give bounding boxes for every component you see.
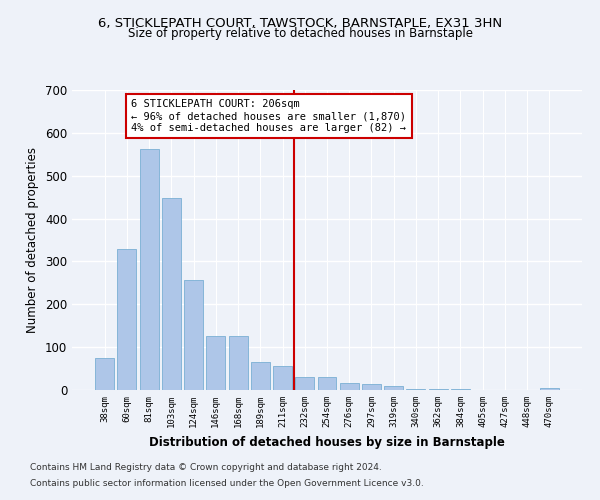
Bar bbox=[229, 336, 248, 390]
Bar bbox=[340, 383, 359, 390]
Bar bbox=[317, 377, 337, 390]
Text: Distribution of detached houses by size in Barnstaple: Distribution of detached houses by size … bbox=[149, 436, 505, 449]
Y-axis label: Number of detached properties: Number of detached properties bbox=[26, 147, 40, 333]
Bar bbox=[451, 388, 470, 390]
Bar bbox=[295, 377, 314, 390]
Text: 6 STICKLEPATH COURT: 206sqm
← 96% of detached houses are smaller (1,870)
4% of s: 6 STICKLEPATH COURT: 206sqm ← 96% of det… bbox=[131, 100, 406, 132]
Bar bbox=[184, 280, 203, 390]
Bar bbox=[362, 384, 381, 390]
Text: Size of property relative to detached houses in Barnstaple: Size of property relative to detached ho… bbox=[128, 28, 473, 40]
Bar bbox=[251, 362, 270, 390]
Bar bbox=[206, 336, 225, 390]
Text: Contains HM Land Registry data © Crown copyright and database right 2024.: Contains HM Land Registry data © Crown c… bbox=[30, 464, 382, 472]
Text: Contains public sector information licensed under the Open Government Licence v3: Contains public sector information licen… bbox=[30, 478, 424, 488]
Bar bbox=[118, 248, 136, 390]
Bar bbox=[162, 198, 181, 390]
Bar bbox=[406, 388, 425, 390]
Bar bbox=[273, 366, 292, 390]
Bar bbox=[540, 388, 559, 390]
Text: 6, STICKLEPATH COURT, TAWSTOCK, BARNSTAPLE, EX31 3HN: 6, STICKLEPATH COURT, TAWSTOCK, BARNSTAP… bbox=[98, 18, 502, 30]
Bar bbox=[140, 148, 158, 390]
Bar bbox=[95, 358, 114, 390]
Bar bbox=[384, 386, 403, 390]
Bar bbox=[429, 388, 448, 390]
